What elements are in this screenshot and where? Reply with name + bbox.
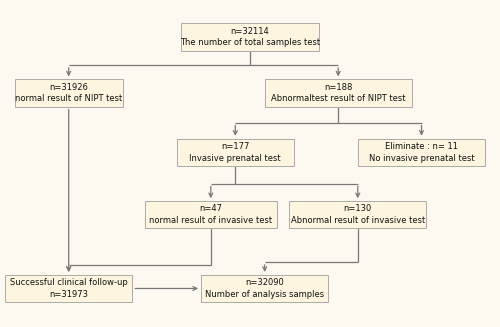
Text: n=177
Invasive prenatal test: n=177 Invasive prenatal test [190,142,281,163]
FancyBboxPatch shape [176,139,294,166]
FancyBboxPatch shape [264,79,412,107]
Text: n=130
Abnormal result of invasive test: n=130 Abnormal result of invasive test [290,204,425,225]
FancyBboxPatch shape [144,201,277,228]
Text: n=47
normal result of invasive test: n=47 normal result of invasive test [149,204,272,225]
Text: n=32114
The number of total samples test: n=32114 The number of total samples test [180,26,320,47]
FancyBboxPatch shape [182,23,318,51]
Text: n=32090
Number of analysis samples: n=32090 Number of analysis samples [205,278,324,299]
FancyBboxPatch shape [15,79,122,107]
FancyBboxPatch shape [201,275,328,302]
Text: n=31926
normal result of NIPT test: n=31926 normal result of NIPT test [15,83,122,103]
Text: Successful clinical follow-up
n=31973: Successful clinical follow-up n=31973 [10,278,128,299]
FancyBboxPatch shape [289,201,426,228]
Text: n=188
Abnormaltest result of NIPT test: n=188 Abnormaltest result of NIPT test [271,83,406,103]
FancyBboxPatch shape [5,275,132,302]
FancyBboxPatch shape [358,139,485,166]
Text: Eliminate : n= 11
No invasive prenatal test: Eliminate : n= 11 No invasive prenatal t… [368,142,474,163]
